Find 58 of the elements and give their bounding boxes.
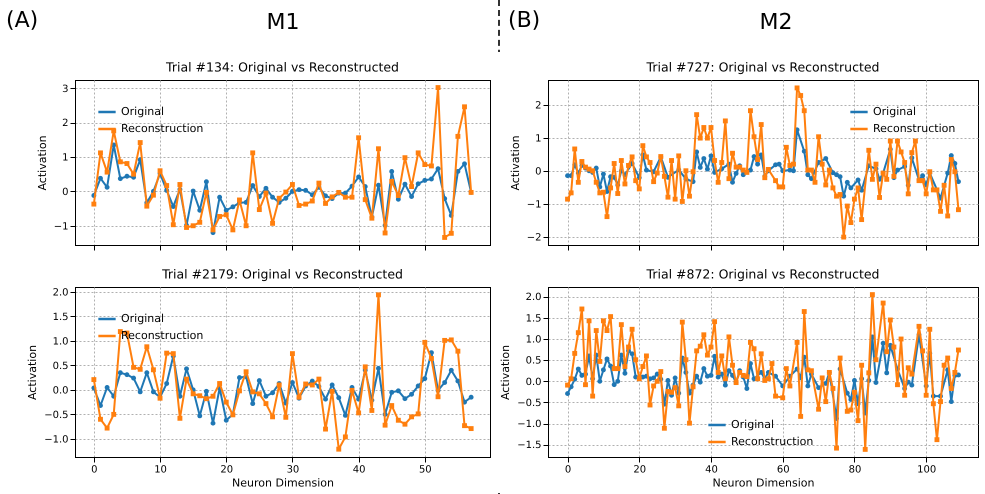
text: (A)	[6, 8, 38, 33]
y-tick-label: 1	[62, 152, 68, 164]
chart-title: Trial #727: Original vs Reconstructed	[646, 60, 880, 74]
y-tick-label: −2	[526, 232, 542, 244]
y-tick-label: −0.5	[517, 398, 542, 409]
y-tick-label: 1.5	[52, 312, 68, 323]
y-tick-label: −1.0	[44, 434, 68, 446]
y-axis-title: Activation	[26, 344, 40, 400]
legend-label: Original	[873, 105, 916, 118]
y-tick-label: 1.0	[52, 336, 68, 348]
y-axis-title: Activation	[36, 135, 49, 191]
y-tick-label: −1	[526, 199, 542, 210]
y-tick-label: 0	[535, 166, 542, 178]
y-axis-title: Activation	[499, 344, 512, 400]
x-tick-label: 10	[154, 464, 167, 476]
x-tick-label: 20	[220, 464, 234, 476]
x-tick-label: 40	[352, 464, 366, 476]
text: M1	[266, 10, 300, 35]
x-axis-title: Neuron Dimension	[232, 476, 334, 490]
y-tick-label: 3	[62, 84, 68, 95]
y-tick-label: 1.5	[526, 313, 542, 324]
x-tick-label: 0	[91, 464, 98, 476]
y-tick-label: −1.5	[517, 440, 542, 452]
legend-label: Reconstruction	[873, 122, 956, 135]
legend-label: Original	[121, 105, 164, 118]
y-tick-label: 1	[535, 133, 542, 144]
legend-label: Reconstruction	[121, 122, 204, 135]
chart-title: Trial #134: Original vs Reconstructed	[165, 60, 399, 74]
x-axis-title: Neuron Dimension	[712, 476, 814, 490]
chart-title: Trial #2179: Original vs Reconstructed	[161, 266, 403, 282]
y-tick-label: 0.0	[526, 376, 542, 388]
legend-label: Original	[731, 418, 774, 431]
y-tick-label: 2	[62, 118, 68, 130]
y-tick-label: 0.5	[526, 356, 542, 367]
x-tick-label: 0	[564, 464, 572, 476]
y-tick-label: 2.0	[526, 292, 542, 304]
x-tick-label: 60	[776, 464, 790, 476]
y-tick-label: 0.0	[52, 385, 68, 396]
y-tick-label: 1.0	[526, 334, 542, 346]
x-tick-label: 30	[286, 464, 300, 476]
x-tick-label: 20	[633, 464, 646, 476]
y-tick-label: −0.5	[44, 410, 68, 421]
y-tick-label: −1.0	[517, 419, 542, 430]
y-tick-label: 2.0	[52, 287, 68, 298]
y-tick-label: 0	[62, 186, 68, 198]
x-tick-label: 50	[418, 464, 432, 476]
x-tick-label: 80	[848, 464, 862, 476]
y-tick-label: 2	[535, 100, 542, 112]
y-tick-label: 0.5	[52, 360, 68, 372]
text: (B)	[508, 8, 540, 33]
y-tick-label: −1	[54, 221, 68, 232]
legend-label: Reconstruction	[731, 435, 814, 448]
chart-title: Trial #872: Original vs Reconstructed	[646, 266, 880, 282]
y-axis-title: Activation	[508, 135, 522, 191]
x-tick-label: 100	[917, 464, 936, 476]
text: M2	[760, 10, 792, 35]
legend-label: Original	[121, 312, 164, 325]
x-tick-label: 40	[705, 464, 718, 476]
